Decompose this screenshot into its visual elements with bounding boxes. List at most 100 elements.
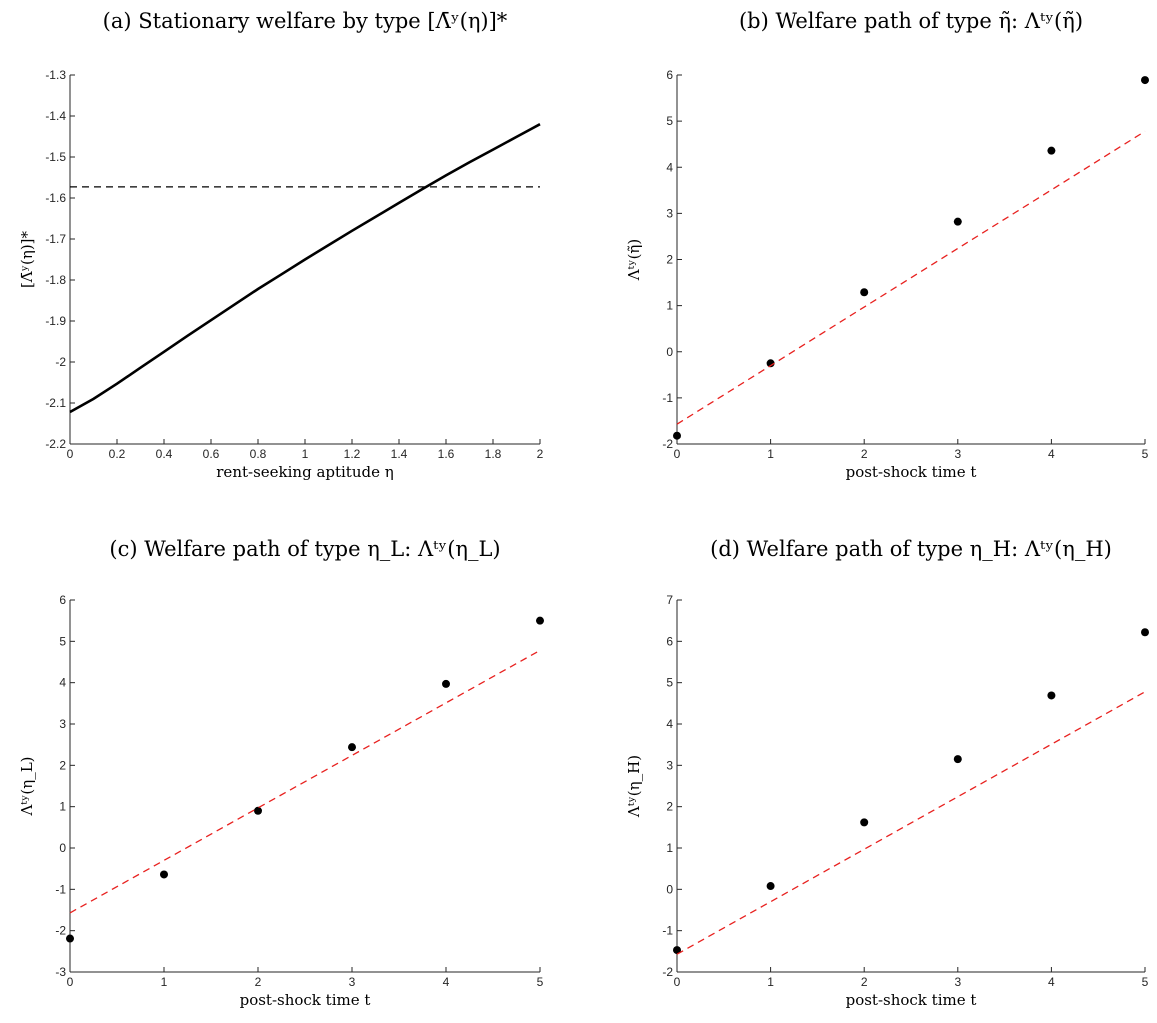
data-point [953,755,962,764]
chart-title: (a) Stationary welfare by type [Λ̄ʸ(η)]* [103,9,508,33]
data-point [348,743,356,752]
chart-c: (c) Welfare path of type η_L: Λᵗʸ(η_L) 0 1… [18,537,544,1009]
y-tick-label: -1.5 [45,150,66,164]
y-tick-label: 4 [666,160,673,174]
data-point [66,934,74,943]
y-axis-label: Λᵗʸ(η_H) [625,755,643,818]
y-tick-label: -2.1 [45,396,66,410]
data-point [673,431,681,440]
y-tick-label: 3 [666,206,673,220]
y-tick-label: 1 [666,299,673,313]
x-axis-label: post-shock time t [846,463,977,481]
x-tick-label: 0.8 [250,447,267,461]
x-tick-label: 2 [255,975,262,989]
y-tick-label: 6 [666,634,673,648]
x-tick-label: 4 [443,975,450,989]
y-tick-label: 2 [666,800,673,814]
chart-title: (d) Welfare path of type η_H: Λᵗʸ(η_H) [710,537,1112,561]
x-tick-label: 1 [767,447,774,461]
x-tick-label: 1 [302,447,309,461]
x-axis-label: post-shock time t [240,991,371,1009]
data-point [860,288,869,297]
x-tick-label: 3 [349,975,356,989]
dashed-reference-line [676,130,1146,425]
x-tick-label: 5 [1142,447,1149,461]
y-tick-label: 3 [59,717,66,731]
data-point [766,882,775,891]
y-axis-label: Λᵗʸ(η̃) [625,239,643,282]
y-tick-label: -1.6 [45,191,66,205]
y-tick-label: -1.9 [45,314,66,328]
x-tick-label: 2 [537,447,544,461]
x-tick-label: 1 [767,975,774,989]
y-tick-label: -2 [662,965,673,979]
y-tick-label: -2.2 [45,437,66,451]
y-tick-label: 2 [666,253,673,267]
chart-a: (a) Stationary welfare by type [Λ̄ʸ(η)]*… [18,9,544,481]
y-tick-label: 5 [666,676,673,690]
x-tick-label: 0.6 [203,447,220,461]
x-tick-label: 0.4 [156,447,173,461]
data-point [1141,76,1149,85]
welfare-curve [69,123,541,414]
x-tick-label: 2 [861,447,868,461]
x-tick-label: 4 [1048,975,1055,989]
data-point [442,679,450,688]
y-tick-label: 0 [59,841,66,855]
y-axis-label: Λᵗʸ(η_L) [18,756,36,816]
data-point [1047,691,1056,700]
x-tick-label: 5 [537,975,544,989]
x-tick-label: 0 [674,447,681,461]
y-tick-label: 0 [666,882,673,896]
y-tick-label: -2 [55,355,66,369]
x-axis-label: post-shock time t [846,991,977,1009]
data-point [860,818,869,827]
x-tick-label: 3 [954,447,961,461]
x-tick-label: 2 [861,975,868,989]
y-tick-label: 1 [666,841,673,855]
y-tick-label: 0 [666,345,673,359]
y-tick-label: -1.3 [45,68,66,82]
y-tick-label: -1 [662,391,673,405]
x-tick-label: 0 [67,447,74,461]
chart-d: (d) Welfare path of type η_H: Λᵗʸ(η_H) 0 1… [625,537,1149,1009]
data-point [953,217,962,226]
y-tick-label: -1 [662,924,673,938]
data-point [1047,146,1056,155]
y-tick-label: -2 [662,437,673,451]
data-point [673,946,681,955]
y-tick-label: 7 [666,593,673,607]
y-tick-label: -2 [55,924,66,938]
chart-title: (c) Welfare path of type η_L: Λᵗʸ(η_L) [109,537,500,561]
x-tick-label: 0.2 [109,447,126,461]
y-tick-label: 4 [666,717,673,731]
y-tick-label: -1.8 [45,273,66,287]
x-tick-label: 3 [954,975,961,989]
chart-title: (b) Welfare path of type η̃: Λᵗʸ(η̃) [739,9,1083,33]
data-point [160,870,168,879]
y-tick-label: 4 [59,676,66,690]
y-tick-label: -1 [55,882,66,896]
x-tick-label: 1.8 [485,447,502,461]
x-tick-label: 1 [161,975,168,989]
y-tick-label: 1 [59,800,66,814]
x-tick-label: 1.2 [344,447,361,461]
y-tick-label: -3 [55,965,66,979]
x-tick-label: 1.6 [438,447,455,461]
y-tick-label: 2 [59,758,66,772]
x-tick-label: 0 [67,975,74,989]
data-point [766,359,775,368]
x-axis-label: rent-seeking aptitude η [216,463,393,481]
x-tick-label: 1.4 [391,447,408,461]
x-tick-label: 5 [1142,975,1149,989]
y-tick-label: 3 [666,758,673,772]
y-tick-label: -1.7 [45,232,66,246]
data-point [254,806,262,815]
data-point [1141,628,1149,637]
dashed-reference-line [676,691,1146,955]
y-tick-label: 5 [666,114,673,128]
x-tick-label: 4 [1048,447,1055,461]
y-tick-label: -1.4 [45,109,66,123]
dashed-reference-line [69,649,541,914]
